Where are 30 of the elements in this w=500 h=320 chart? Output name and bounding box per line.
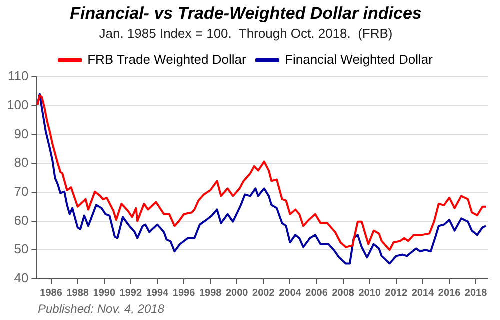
y-tick-label: 90 <box>14 126 29 142</box>
x-tick-label: 2010 <box>358 288 382 299</box>
x-tick-label: 2006 <box>306 288 328 299</box>
y-tick-label: 60 <box>14 212 29 228</box>
x-tick-label: 1992 <box>120 288 142 299</box>
chart-subtitle: Jan. 1985 Index = 100. Through Oct. 2018. (FRB) <box>99 26 393 41</box>
x-tick-label: 1990 <box>93 288 116 299</box>
chart-title: Financial- vs Trade-Weighted Dollar indices <box>70 4 422 23</box>
text: Published: Nov. 4, 2018 <box>38 302 165 316</box>
x-tick-label: 2016 <box>438 288 462 299</box>
y-tick-label: 110 <box>8 68 29 84</box>
y-tick-label: 70 <box>14 184 29 200</box>
x-tick-label: 2014 <box>412 288 435 299</box>
x-tick-label: 2018 <box>464 288 488 299</box>
x-tick-label: 2012 <box>385 288 408 299</box>
x-tick-label: 1994 <box>146 288 170 299</box>
y-tick-label: 80 <box>14 155 29 170</box>
y-tick-label: 40 <box>14 270 29 286</box>
legend-label: FRB Trade Weighted Dollar <box>88 52 247 68</box>
x-tick-label: 2000 <box>226 288 249 299</box>
x-tick-label: 2008 <box>332 288 355 299</box>
y-tick-label: 100 <box>6 97 29 112</box>
y-tick-label: 50 <box>14 242 29 257</box>
legend-label: Financial Weighted Dollar <box>285 52 434 68</box>
x-tick-label: 2002 <box>252 288 276 299</box>
x-tick-label: 1998 <box>199 288 222 299</box>
x-tick-label: 1986 <box>40 288 63 299</box>
x-tick-label: 2004 <box>279 288 302 299</box>
x-tick-label: 1988 <box>66 288 90 299</box>
x-tick-label: 1996 <box>172 288 196 299</box>
